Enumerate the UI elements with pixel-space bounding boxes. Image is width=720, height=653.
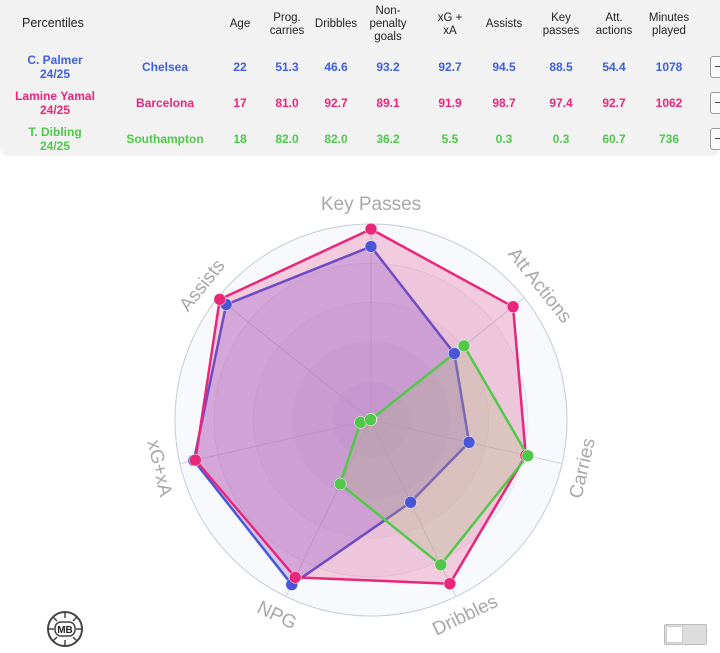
data-point <box>519 449 533 462</box>
data-point <box>404 496 417 509</box>
cell-age: 18 <box>233 132 247 146</box>
data-point <box>457 339 471 353</box>
cell-xgxa: 92.7 <box>438 60 462 74</box>
data-point <box>364 413 378 426</box>
radar-ring <box>174 223 568 617</box>
data-point <box>213 293 227 306</box>
axis-label: Key Passes <box>321 194 421 215</box>
series-area <box>194 227 528 585</box>
radar-spoke <box>217 297 372 421</box>
cell-xgxa: 91.9 <box>438 96 462 110</box>
cell-kp: 88.5 <box>549 60 573 74</box>
player-name: T. Dibling 24/25 <box>28 125 82 153</box>
cell-assists: 98.7 <box>492 96 516 110</box>
data-point <box>521 449 534 463</box>
data-point <box>285 578 298 591</box>
radar-spoke <box>370 419 563 465</box>
data-point <box>462 436 476 449</box>
column-header-age: Age <box>229 18 251 30</box>
data-point <box>187 454 201 467</box>
cell-att: 92.7 <box>602 96 626 110</box>
radar-spoke <box>370 297 525 421</box>
svg-text:MB: MB <box>57 625 73 636</box>
data-point <box>364 240 378 253</box>
cell-att: 54.4 <box>602 60 626 74</box>
cell-drib: 92.7 <box>324 96 348 110</box>
axis-label: Dribbles <box>429 591 501 640</box>
axis-label: NPG <box>254 597 300 634</box>
cell-npg: 89.1 <box>376 96 400 110</box>
minus-icon <box>715 102 720 103</box>
data-point <box>506 300 520 313</box>
cell-kp: 0.3 <box>552 132 570 146</box>
player-name: Lamine Yamal 24/25 <box>15 89 95 117</box>
axis-label: Assists <box>176 256 230 316</box>
axis-label: Att Actions <box>503 244 575 327</box>
column-header-kp: Key passes <box>542 12 580 37</box>
column-header-mins: Minutes played <box>648 12 690 37</box>
column-header-att: Att. actions <box>595 12 633 37</box>
data-point <box>448 347 461 360</box>
cell-att: 60.7 <box>602 132 626 146</box>
radar-outer-ring <box>174 223 568 617</box>
mb-logo: MB <box>46 610 84 648</box>
cell-prog: 51.3 <box>275 60 299 74</box>
cell-xgxa: 5.5 <box>441 132 459 146</box>
cell-npg: 36.2 <box>376 132 400 146</box>
table-title: Percentiles <box>22 16 84 30</box>
cell-kp: 97.4 <box>549 96 573 110</box>
data-point <box>443 577 457 590</box>
cell-assists: 0.3 <box>495 132 513 146</box>
radar-ring <box>213 262 529 578</box>
cell-npg: 93.2 <box>376 60 400 74</box>
data-point <box>364 413 377 426</box>
axis-label: xG+xA <box>143 438 176 499</box>
radar-spoke <box>179 419 372 465</box>
team-name: Southampton <box>126 132 204 146</box>
minus-icon <box>715 138 720 139</box>
cell-mins: 736 <box>658 132 680 146</box>
cell-drib: 46.6 <box>324 60 348 74</box>
cell-prog: 81.0 <box>275 96 299 110</box>
radar-ring <box>252 301 490 539</box>
team-name: Chelsea <box>141 60 189 74</box>
theme-toggle[interactable] <box>664 624 707 645</box>
data-point <box>219 298 233 311</box>
minus-icon <box>715 66 720 67</box>
column-header-npg: Non-penalty goals <box>369 5 407 43</box>
data-point <box>189 453 202 467</box>
player-name: C. Palmer 24/25 <box>27 53 83 81</box>
radar-spoke <box>370 419 457 597</box>
row-remove-button[interactable] <box>710 128 720 150</box>
team-name: Barcelona <box>135 96 195 110</box>
cell-mins: 1078 <box>655 60 683 74</box>
data-point <box>354 416 367 429</box>
data-point <box>288 571 302 584</box>
cell-assists: 94.5 <box>492 60 516 74</box>
toggle-knob[interactable] <box>666 626 683 643</box>
radar-ring <box>331 380 411 460</box>
percentile-table: Percentiles Age Prog. carries Dribbles Non-pe… <box>0 0 720 156</box>
radar-spoke <box>285 419 372 597</box>
cell-age: 22 <box>233 60 247 74</box>
row-remove-button[interactable] <box>710 56 720 78</box>
radar-ring <box>292 341 450 499</box>
cell-mins: 1062 <box>655 96 683 110</box>
column-header-prog: Prog. carries <box>269 12 305 37</box>
cell-prog: 82.0 <box>275 132 299 146</box>
data-point <box>333 477 347 491</box>
series-area <box>192 245 471 586</box>
series-area <box>338 344 529 567</box>
column-header-xgxa: xG + xA <box>437 12 463 37</box>
cell-age: 17 <box>233 96 247 110</box>
column-header-drib: Dribbles <box>314 18 358 30</box>
column-header-assists: Assists <box>485 18 523 30</box>
row-remove-button[interactable] <box>710 92 720 114</box>
axis-label: Carries <box>566 436 600 500</box>
data-point <box>364 222 378 236</box>
data-point <box>434 558 447 572</box>
cell-drib: 82.0 <box>324 132 348 146</box>
